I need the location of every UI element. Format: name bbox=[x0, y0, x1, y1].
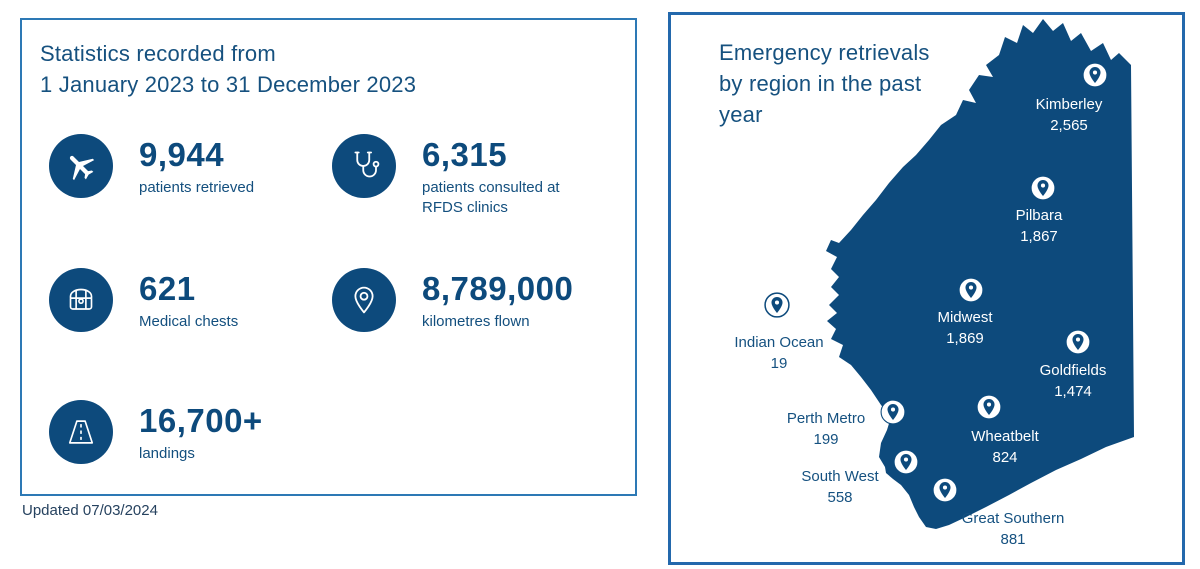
stat-value: 9,944 bbox=[139, 136, 225, 173]
map-pin-goldfields bbox=[1065, 329, 1091, 355]
region-label-midwest: Midwest 1,869 bbox=[895, 307, 1035, 350]
map-pin-south-west bbox=[893, 449, 919, 475]
stat-label: patients consulted at RFDS clinics bbox=[422, 178, 560, 216]
region-name: Indian Ocean bbox=[734, 334, 824, 351]
stat-label: Medical chests bbox=[139, 312, 239, 330]
region-value: 824 bbox=[992, 449, 1018, 467]
statistics-title-line1: Statistics recorded from bbox=[40, 41, 276, 66]
region-label-south-west: South West 558 bbox=[770, 466, 910, 509]
region-name: South West bbox=[801, 468, 879, 485]
map-pin-wheatbelt bbox=[976, 394, 1002, 420]
stat-patients-consulted: 6,315 patients consulted at RFDS clinics bbox=[332, 134, 587, 218]
region-label-wheatbelt: Wheatbelt 824 bbox=[935, 426, 1075, 469]
western-australia-map bbox=[826, 19, 1134, 529]
region-name: Kimberley bbox=[1035, 96, 1103, 113]
region-name: Goldfields bbox=[1039, 362, 1107, 379]
statistics-panel: Statistics recorded from 1 January 2023 … bbox=[20, 18, 637, 496]
stat-value: 16,700+ bbox=[139, 402, 263, 439]
region-name: Wheatbelt bbox=[971, 428, 1039, 445]
region-value: 881 bbox=[1000, 531, 1026, 549]
retrievals-map-panel: Emergency retrievals by region in the pa… bbox=[668, 12, 1185, 565]
map-pin-great-southern bbox=[932, 477, 958, 503]
map-pin-kimberley bbox=[1082, 62, 1108, 88]
statistics-title-line2: 1 January 2023 to 31 December 2023 bbox=[40, 72, 417, 98]
runway-icon bbox=[49, 400, 113, 464]
region-label-goldfields: Goldfields 1,474 bbox=[1003, 360, 1143, 403]
region-name: Great Southern bbox=[961, 510, 1065, 527]
stat-label: landings bbox=[139, 444, 195, 462]
region-value: 199 bbox=[813, 431, 839, 449]
map-title: Emergency retrievals by region in the pa… bbox=[719, 40, 930, 128]
region-value: 1,474 bbox=[1054, 383, 1092, 401]
region-value: 2,565 bbox=[1050, 117, 1088, 135]
stat-value: 8,789,000 bbox=[422, 270, 574, 307]
region-label-pilbara: Pilbara 1,867 bbox=[969, 205, 1109, 248]
region-name: Pilbara bbox=[1015, 207, 1063, 224]
region-value: 19 bbox=[770, 355, 788, 373]
updated-date: Updated 07/03/2024 bbox=[22, 502, 158, 519]
region-name: Perth Metro bbox=[786, 410, 866, 427]
map-pin-pilbara bbox=[1030, 175, 1056, 201]
region-label-kimberley: Kimberley 2,565 bbox=[999, 94, 1139, 137]
stat-value: 621 bbox=[139, 270, 196, 307]
region-value: 1,869 bbox=[946, 330, 984, 348]
location-pin-icon bbox=[332, 268, 396, 332]
medical-chest-icon bbox=[49, 268, 113, 332]
stat-medical-chests: 621 Medical chests bbox=[49, 268, 238, 332]
region-value: 558 bbox=[827, 489, 853, 507]
region-name: Midwest bbox=[937, 309, 993, 326]
region-label-perth-metro: Perth Metro 199 bbox=[756, 408, 896, 451]
stat-landings: 16,700+ landings bbox=[49, 400, 263, 464]
region-value: 1,867 bbox=[1020, 228, 1058, 246]
stat-value: 6,315 bbox=[422, 136, 508, 173]
stethoscope-icon bbox=[332, 134, 396, 198]
stat-label: kilometres flown bbox=[422, 312, 530, 330]
stat-patients-retrieved: 9,944 patients retrieved bbox=[49, 134, 254, 198]
map-pin-indian-ocean bbox=[764, 292, 790, 318]
map-pin-midwest bbox=[958, 277, 984, 303]
statistics-title: Statistics recorded from 1 January 2023 … bbox=[40, 38, 416, 100]
wa-map-shape bbox=[826, 19, 1134, 529]
plane-icon bbox=[49, 134, 113, 198]
region-label-indian-ocean: Indian Ocean 19 bbox=[709, 332, 849, 375]
stat-label: patients retrieved bbox=[139, 178, 255, 196]
stat-kilometres-flown: 8,789,000 kilometres flown bbox=[332, 268, 573, 332]
map-pin-perth-metro bbox=[880, 399, 906, 425]
region-label-great-southern: Great Southern 881 bbox=[943, 508, 1083, 551]
